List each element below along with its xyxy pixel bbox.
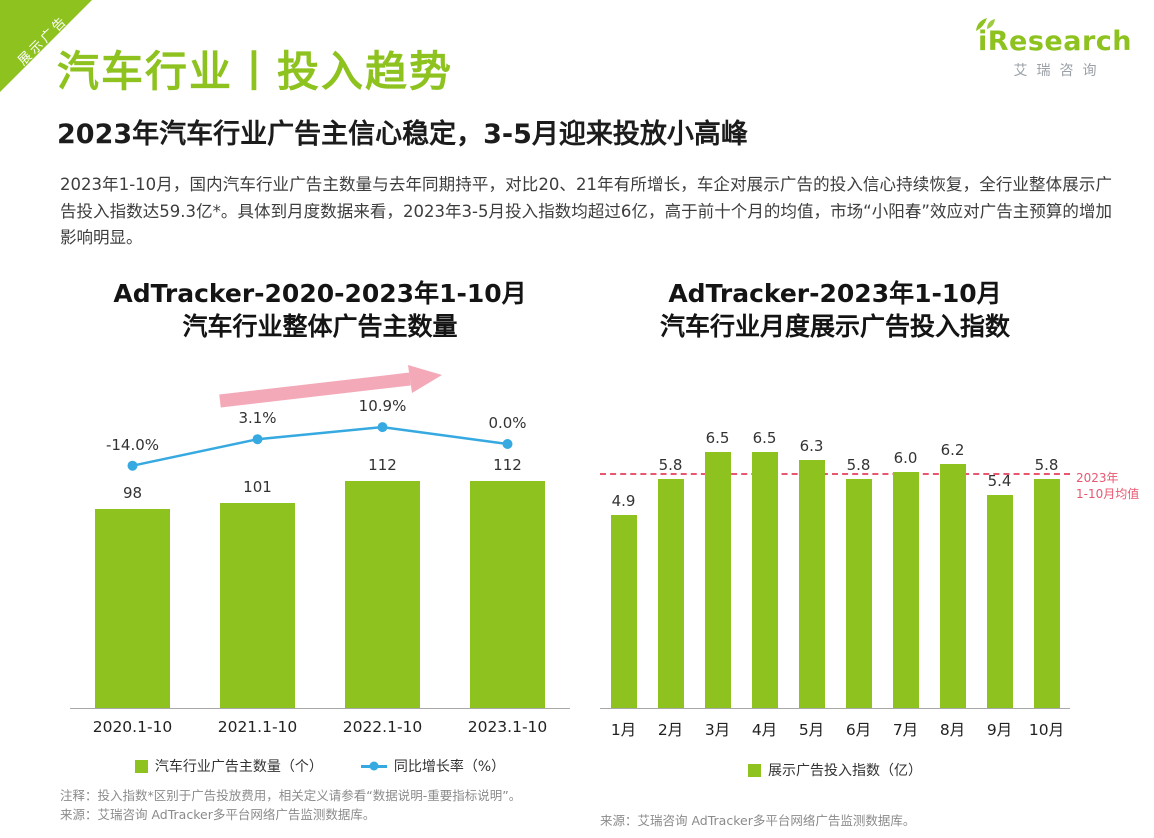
bar-value-label: 5.8 <box>846 456 871 474</box>
bar-8月 <box>939 464 966 708</box>
bar-7月 <box>892 472 919 708</box>
bar-value-label: 4.9 <box>611 492 636 510</box>
footnote-source-right: 来源：艾瑞咨询 AdTracker多平台网络广告监测数据库。 <box>600 813 916 828</box>
advertiser-count-chart: AdTracker-2020-2023年1-10月 汽车行业整体广告主数量 98… <box>60 278 580 776</box>
bar-legend-label: 汽车行业广告主数量（个） <box>154 759 323 775</box>
bar-value-label: 6.0 <box>893 449 918 467</box>
growth-rate-label: 0.0% <box>488 414 527 432</box>
left-chart-title: AdTracker-2020-2023年1-10月 汽车行业整体广告主数量 <box>60 278 580 343</box>
x-axis-label: 8月 <box>939 721 966 739</box>
footnotes: 注释：投入指数*区别于广告投放费用，相关定义请参看“数据说明-重要指标说明”。 … <box>60 786 521 825</box>
index-legend-label: 展示广告投入指数（亿） <box>768 763 922 779</box>
right-chart-title-line1: AdTracker-2023年1-10月 <box>668 279 1002 308</box>
right-chart-title-line2: 汽车行业月度展示广告投入指数 <box>659 311 1010 341</box>
advertiser-count-plot: 98 101 112 112 -14.0% 3.1% 10.9% 0.0% <box>70 359 570 709</box>
growth-rate-label: 3.1% <box>238 409 277 428</box>
bar-4月 <box>751 452 778 708</box>
legend-item-index-bars: 展示广告投入指数（亿） <box>748 760 922 780</box>
x-axis-label: 2022.1-10 <box>342 718 423 736</box>
mean-label-line1: 2023年 <box>1076 471 1119 485</box>
x-axis-label: 7月 <box>892 721 919 739</box>
blue-line-dot-icon <box>360 761 387 771</box>
mean-dashed-line: 2023年 1-10月均值 <box>600 471 1139 501</box>
bar-value-label: 6.3 <box>799 437 824 455</box>
right-chart-title: AdTracker-2023年1-10月 汽车行业月度展示广告投入指数 <box>590 278 1080 343</box>
left-chart-legend: 汽车行业广告主数量（个） 同比增长率（%） <box>60 756 580 776</box>
bar-10月 <box>1033 479 1060 708</box>
growth-line <box>132 425 508 467</box>
bar-6月 <box>845 479 872 708</box>
bar-value-label: 112 <box>493 456 522 474</box>
legend-item-line: 同比增长率（%） <box>360 756 506 776</box>
bar-value-label: 6.5 <box>752 429 777 447</box>
right-x-axis-labels: 1月 2月 3月 4月 5月 6月 7月 8月 9月 10月 <box>600 709 1070 740</box>
growth-point-icon <box>252 434 263 445</box>
bar-5月 <box>798 460 825 708</box>
logo-brand-cn: 艾瑞咨询 <box>1013 63 1106 79</box>
bar-2021.1-10 <box>220 503 295 708</box>
x-axis-label: 2020.1-10 <box>92 718 173 736</box>
body-paragraph: 2023年1-10月，国内汽车行业广告主数量与去年同期持平，对比20、21年有所… <box>60 175 1112 248</box>
bar-1月 <box>610 515 637 708</box>
page-title: 汽车行业丨投入趋势 <box>57 47 454 96</box>
x-axis-label: 6月 <box>845 721 872 739</box>
corner-triangle <box>0 0 92 92</box>
trend-arrow-head-icon <box>408 365 442 393</box>
x-axis-label: 3月 <box>704 721 731 739</box>
x-axis-label: 2023.1-10 <box>467 718 548 736</box>
growth-point-icon <box>127 460 138 471</box>
x-axis-label: 5月 <box>798 721 825 739</box>
bar-2月 <box>657 479 684 708</box>
bar-value-label: 5.4 <box>987 472 1012 490</box>
monthly-index-chart: AdTracker-2023年1-10月 汽车行业月度展示广告投入指数 2023… <box>590 278 1139 780</box>
bar-value-label: 6.5 <box>705 429 730 447</box>
leaf-icon <box>975 18 995 31</box>
bar-2020.1-10 <box>95 509 170 708</box>
left-chart-title-line1: AdTracker-2020-2023年1-10月 <box>113 279 527 308</box>
bar-2022.1-10 <box>345 481 420 708</box>
mean-label-line2: 1-10月均值 <box>1076 486 1140 501</box>
page-subtitle: 2023年汽车行业广告主信心稳定，3-5月迎来投放小高峰 <box>57 119 748 150</box>
green-square-icon <box>748 763 761 777</box>
bar-value-label: 5.8 <box>658 456 683 474</box>
green-square-icon <box>134 759 148 773</box>
x-axis-label: 2021.1-10 <box>217 718 298 736</box>
x-axis-label: 4月 <box>751 721 778 739</box>
logo-brand: iResearch <box>977 26 1132 57</box>
bar-2023.1-10 <box>470 481 545 708</box>
left-x-axis-labels: 2020.1-10 2021.1-10 2022.1-10 2023.1-10 <box>70 709 570 736</box>
x-axis-label: 10月 <box>1028 721 1065 739</box>
line-legend-label: 同比增长率（%） <box>393 759 506 775</box>
footnote-source-left: 来源：艾瑞咨询 AdTracker多平台网络广告监测数据库。 <box>60 807 376 823</box>
bar-3月 <box>704 452 731 708</box>
bar-value-label: 98 <box>122 484 143 502</box>
x-axis-label: 2月 <box>657 721 684 739</box>
bar-9月 <box>986 495 1013 708</box>
bar-value-label: 6.2 <box>940 441 965 459</box>
left-chart-title-line2: 汽车行业整体广告主数量 <box>182 311 458 341</box>
right-chart-legend: 展示广告投入指数（亿） <box>590 760 1080 780</box>
monthly-index-plot: 2023年 1-10月均值 4.9 5.8 6.5 6.5 6.3 5.8 6.0 6.2 5.… <box>600 359 1139 709</box>
legend-item-bars: 汽车行业广告主数量（个） <box>134 756 323 776</box>
growth-point-icon <box>502 439 513 449</box>
x-axis-label: 9月 <box>986 721 1013 739</box>
footnote-note: 注释：投入指数*区别于广告投放费用，相关定义请参看“数据说明-重要指标说明”。 <box>60 788 522 803</box>
growth-rate-label: 10.9% <box>358 397 407 416</box>
bar-value-label: 112 <box>368 456 397 474</box>
iresearch-logo: iResearch 艾瑞咨询 <box>975 18 1132 80</box>
bar-value-label: 101 <box>243 478 272 496</box>
bar-value-label: 5.8 <box>1034 456 1059 474</box>
growth-point-icon <box>377 422 388 433</box>
growth-rate-label: -14.0% <box>105 435 160 454</box>
mean-line-label: 2023年 1-10月均值 <box>1076 471 1139 502</box>
x-axis-label: 1月 <box>610 721 637 739</box>
